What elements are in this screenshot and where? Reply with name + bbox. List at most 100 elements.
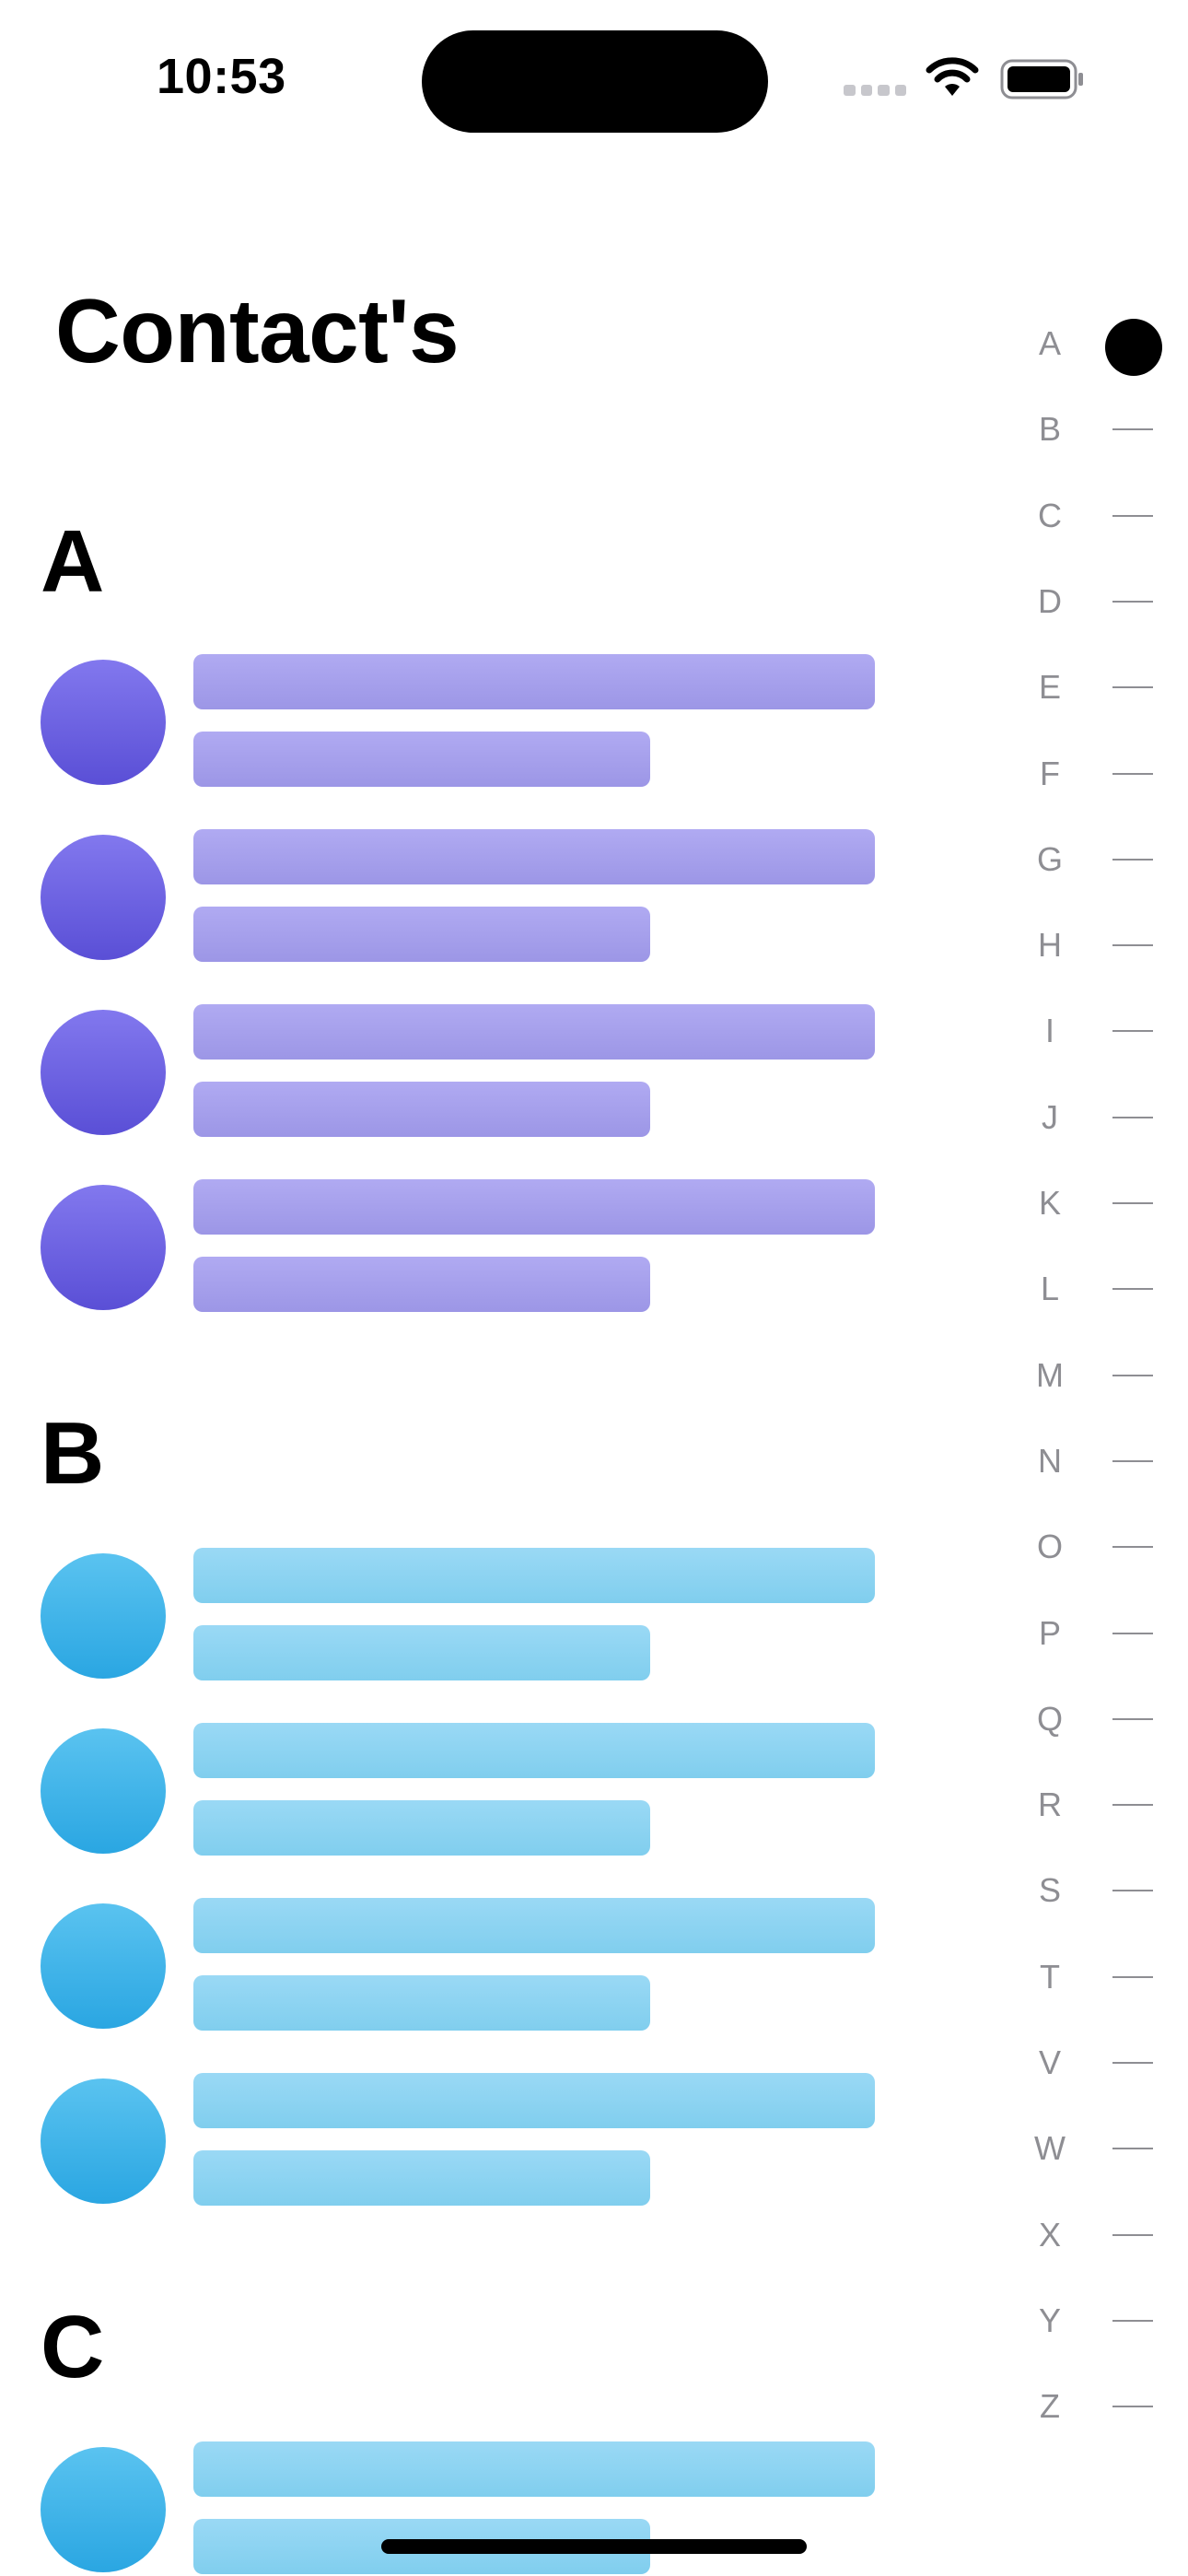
index-item-t[interactable]: T [1013, 1954, 1179, 2000]
index-letter: Q [1036, 1699, 1063, 1738]
index-letter: W [1034, 2129, 1066, 2168]
index-tick [1112, 1546, 1153, 1549]
index-letter: S [1038, 1871, 1061, 1910]
contact-detail-placeholder [193, 2150, 650, 2206]
index-letter: B [1038, 410, 1061, 449]
index-item-h[interactable]: H [1013, 922, 1179, 968]
index-letter: L [1040, 1270, 1060, 1308]
contact-detail-placeholder [193, 732, 650, 787]
contact-name-placeholder [193, 2441, 875, 2497]
cellular-signal-icon [844, 85, 906, 96]
home-indicator[interactable] [381, 2539, 807, 2554]
index-item-k[interactable]: K [1013, 1180, 1179, 1226]
contact-detail-placeholder [193, 1082, 650, 1137]
index-tick [1112, 1202, 1153, 1204]
index-letter: J [1042, 1097, 1058, 1136]
index-tick [1112, 1804, 1153, 1807]
section-header-a: A [41, 512, 105, 611]
contact-name-placeholder [193, 829, 875, 884]
index-tick [1112, 686, 1153, 689]
contact-row[interactable] [41, 2441, 875, 2576]
index-tick [1112, 1890, 1153, 1892]
index-letter: C [1038, 496, 1062, 534]
avatar [41, 2447, 166, 2572]
index-item-q[interactable]: Q [1013, 1696, 1179, 1742]
index-item-b[interactable]: B [1013, 406, 1179, 452]
index-tick [1112, 2148, 1153, 2150]
avatar [41, 835, 166, 960]
section-header-c: C [41, 2298, 105, 2396]
index-item-w[interactable]: W [1013, 2125, 1179, 2172]
index-letter: G [1036, 839, 1063, 878]
contact-row[interactable] [41, 1004, 875, 1142]
index-letter: P [1038, 1613, 1061, 1652]
contact-detail-placeholder [193, 907, 650, 962]
index-item-l[interactable]: L [1013, 1266, 1179, 1312]
index-tick [1112, 858, 1153, 861]
avatar [41, 1553, 166, 1679]
index-tick [1112, 2233, 1153, 2236]
index-letter: Y [1038, 2301, 1061, 2339]
index-item-n[interactable]: N [1013, 1438, 1179, 1484]
index-letter: D [1038, 581, 1062, 620]
index-tick [1112, 2406, 1153, 2408]
index-tick [1112, 944, 1153, 947]
index-letter: K [1038, 1184, 1061, 1222]
index-item-d[interactable]: D [1013, 579, 1179, 625]
index-tick [1112, 1374, 1153, 1376]
index-tick [1112, 514, 1153, 517]
dynamic-island [422, 30, 768, 133]
index-tick [1112, 2062, 1153, 2064]
contact-row[interactable] [41, 1723, 875, 1861]
index-item-p[interactable]: P [1013, 1610, 1179, 1657]
index-tick [1112, 1116, 1153, 1118]
index-item-i[interactable]: I [1013, 1008, 1179, 1054]
avatar [41, 660, 166, 785]
index-letter: V [1038, 2043, 1061, 2081]
avatar [41, 1010, 166, 1135]
contact-row[interactable] [41, 1179, 875, 1317]
index-item-e[interactable]: E [1013, 664, 1179, 710]
contact-name-placeholder [193, 1004, 875, 1060]
index-tick [1112, 428, 1153, 431]
index-tick [1112, 2319, 1153, 2322]
page-title: Contact's [55, 280, 460, 381]
index-item-z[interactable]: Z [1013, 2383, 1179, 2430]
battery-icon [1000, 59, 1083, 100]
contact-name-placeholder [193, 1179, 875, 1235]
index-item-j[interactable]: J [1013, 1095, 1179, 1141]
contact-row[interactable] [41, 1898, 875, 2036]
index-item-o[interactable]: O [1013, 1524, 1179, 1570]
index-letter: O [1036, 1528, 1063, 1566]
index-item-x[interactable]: X [1013, 2212, 1179, 2258]
index-letter: E [1038, 668, 1061, 707]
index-tick [1112, 1030, 1153, 1033]
index-item-r[interactable]: R [1013, 1782, 1179, 1828]
contact-row[interactable] [41, 1548, 875, 1686]
index-letter: N [1038, 1441, 1062, 1480]
contact-detail-placeholder [193, 1625, 650, 1680]
index-item-s[interactable]: S [1013, 1868, 1179, 1914]
section-header-b: B [41, 1404, 105, 1503]
contact-name-placeholder [193, 1723, 875, 1778]
index-tick [1112, 1288, 1153, 1291]
contact-row[interactable] [41, 829, 875, 967]
index-item-a[interactable]: A [1013, 319, 1179, 376]
index-item-v[interactable]: V [1013, 2040, 1179, 2086]
index-letter: H [1038, 926, 1062, 965]
contact-row[interactable] [41, 2073, 875, 2211]
index-tick [1112, 1632, 1153, 1634]
index-letter: A [1038, 324, 1061, 362]
wifi-icon [926, 57, 979, 96]
index-letter: F [1040, 754, 1060, 792]
index-item-c[interactable]: C [1013, 493, 1179, 539]
index-item-g[interactable]: G [1013, 837, 1179, 883]
contact-detail-placeholder [193, 1800, 650, 1856]
index-letter: X [1038, 2215, 1061, 2254]
index-item-m[interactable]: M [1013, 1352, 1179, 1399]
contact-row[interactable] [41, 654, 875, 792]
contact-name-placeholder [193, 2073, 875, 2128]
index-item-y[interactable]: Y [1013, 2298, 1179, 2344]
avatar [41, 1903, 166, 2029]
index-item-f[interactable]: F [1013, 751, 1179, 797]
